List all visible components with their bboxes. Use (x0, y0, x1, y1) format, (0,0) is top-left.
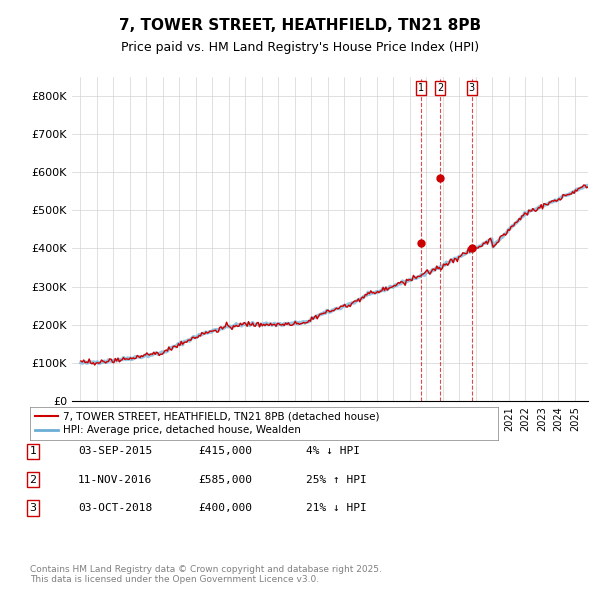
Text: £415,000: £415,000 (198, 447, 252, 456)
Text: 4% ↓ HPI: 4% ↓ HPI (306, 447, 360, 456)
Text: 3: 3 (29, 503, 37, 513)
Text: 1: 1 (29, 447, 37, 456)
Text: 2: 2 (29, 475, 37, 484)
Text: 11-NOV-2016: 11-NOV-2016 (78, 475, 152, 484)
Text: 21% ↓ HPI: 21% ↓ HPI (306, 503, 367, 513)
Text: £585,000: £585,000 (198, 475, 252, 484)
Text: 1: 1 (418, 83, 424, 93)
Text: 2: 2 (437, 83, 443, 93)
Text: 03-SEP-2015: 03-SEP-2015 (78, 447, 152, 456)
Text: 3: 3 (469, 83, 475, 93)
Text: 03-OCT-2018: 03-OCT-2018 (78, 503, 152, 513)
Text: 7, TOWER STREET, HEATHFIELD, TN21 8PB (detached house): 7, TOWER STREET, HEATHFIELD, TN21 8PB (d… (63, 411, 379, 421)
Text: 25% ↑ HPI: 25% ↑ HPI (306, 475, 367, 484)
Text: Price paid vs. HM Land Registry's House Price Index (HPI): Price paid vs. HM Land Registry's House … (121, 41, 479, 54)
Text: 7, TOWER STREET, HEATHFIELD, TN21 8PB: 7, TOWER STREET, HEATHFIELD, TN21 8PB (119, 18, 481, 32)
Text: £400,000: £400,000 (198, 503, 252, 513)
Text: Contains HM Land Registry data © Crown copyright and database right 2025.
This d: Contains HM Land Registry data © Crown c… (30, 565, 382, 584)
Text: HPI: Average price, detached house, Wealden: HPI: Average price, detached house, Weal… (63, 425, 301, 435)
